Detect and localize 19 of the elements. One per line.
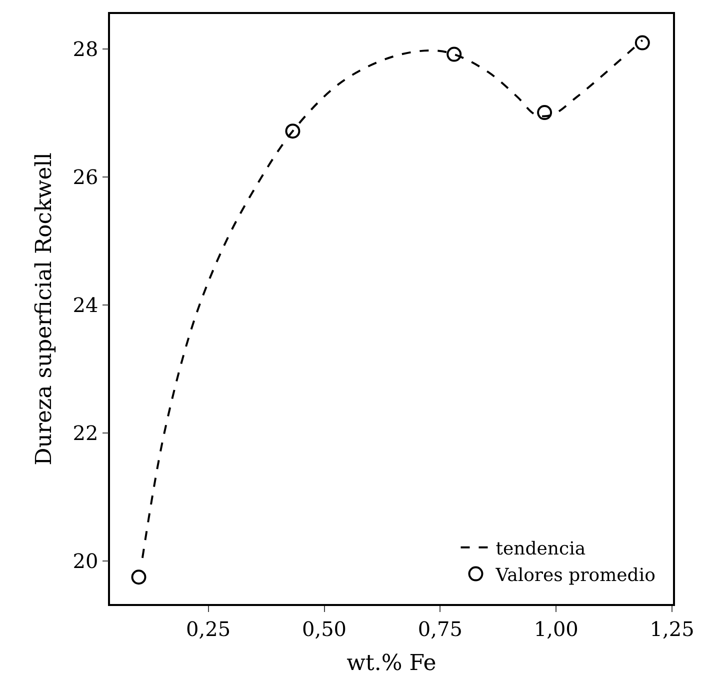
- legend-label: Valores promedio: [494, 564, 656, 586]
- y-tick-label: 26: [72, 165, 98, 190]
- point: [634, 35, 650, 50]
- y-tick-label: 20: [72, 549, 98, 574]
- legend-label: tendencia: [496, 538, 586, 560]
- x-tick-label: 0,75: [418, 616, 462, 641]
- x-tick-label: 0,50: [302, 616, 347, 641]
- y-tick-label: 28: [72, 37, 98, 62]
- x-tick-label: 0,25: [186, 616, 231, 641]
- x-axis-title: wt.% Fe: [346, 651, 436, 676]
- point: [537, 105, 552, 120]
- point: [131, 570, 146, 585]
- point: [285, 124, 300, 139]
- x-tick-label: 1,00: [534, 616, 578, 641]
- point: [446, 46, 462, 62]
- y-axis-title: Dureza superficial Rockwell: [32, 152, 58, 466]
- y-tick-label: 24: [72, 293, 98, 318]
- y-tick-label: 22: [72, 421, 98, 446]
- x-tick-label: 1,25: [650, 616, 694, 641]
